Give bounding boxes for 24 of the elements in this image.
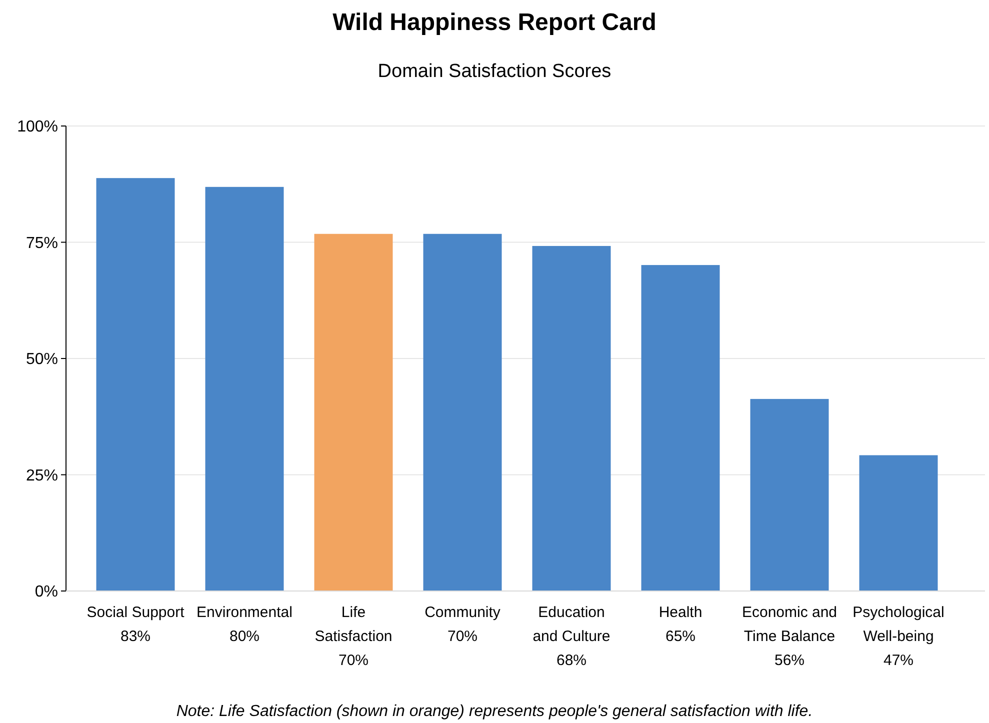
y-tick-label: 25%: [26, 467, 58, 484]
x-tick-label: Health 65%: [658, 604, 702, 645]
x-tick-label: Psychological Well-being 47%: [852, 604, 944, 669]
x-tick-label: Life Satisfaction 70%: [314, 604, 392, 669]
x-tick-label: Economic and Time Balance 56%: [742, 604, 838, 669]
bar: [750, 398, 829, 591]
x-tick-label: Environmental 80%: [196, 604, 292, 645]
bar: [532, 246, 611, 591]
bar: [96, 178, 175, 591]
bar: [859, 455, 938, 591]
chart-subtitle: Domain Satisfaction Scores: [378, 61, 612, 82]
y-tick-label: 75%: [26, 234, 58, 252]
y-tick-label: 100%: [17, 118, 58, 136]
bar: [641, 265, 720, 591]
bar: [314, 234, 393, 591]
x-tick-label: Social Support 83%: [86, 604, 186, 645]
text: Note: Life Satisfaction (shown in orange) represents people's general satisfaction with life.: [176, 703, 813, 720]
y-tick-label: 50%: [26, 351, 58, 368]
y-tick-label: 0%: [34, 584, 58, 601]
chart-title: Wild Happiness Report Card: [332, 9, 656, 36]
bar: [205, 186, 284, 591]
x-tick-label: Community 70%: [424, 604, 501, 645]
bar: [423, 234, 502, 591]
x-tick-label: Education and Culture 68%: [532, 604, 610, 669]
